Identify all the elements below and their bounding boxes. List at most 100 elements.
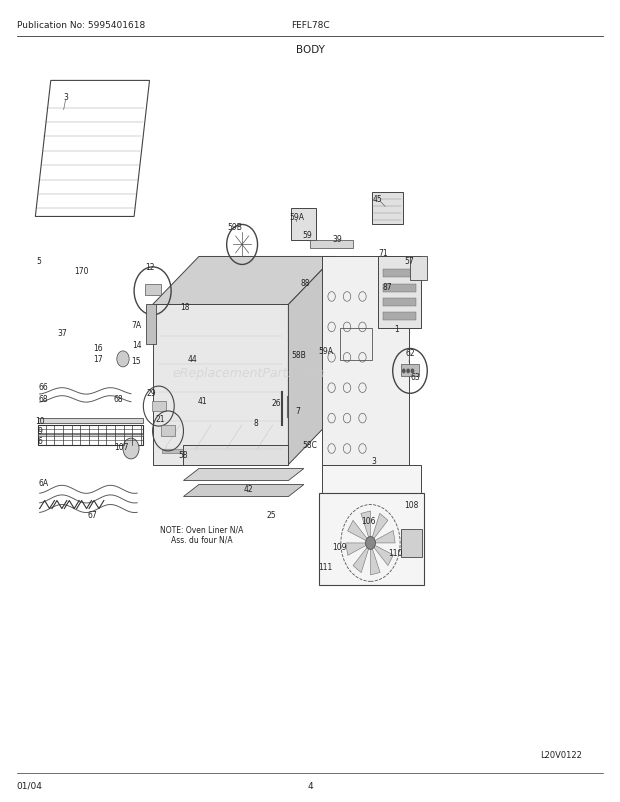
Text: 41: 41: [197, 396, 207, 406]
Text: 57: 57: [404, 257, 414, 265]
Polygon shape: [152, 401, 166, 411]
Polygon shape: [161, 426, 175, 436]
Polygon shape: [322, 257, 409, 465]
Text: 29: 29: [146, 388, 156, 398]
Text: 63: 63: [410, 372, 420, 382]
Polygon shape: [310, 241, 353, 249]
Text: 17: 17: [93, 355, 102, 364]
Text: 66: 66: [38, 382, 48, 391]
Text: 170: 170: [74, 267, 89, 276]
Text: 59: 59: [303, 230, 312, 239]
Text: 39: 39: [333, 234, 343, 243]
Text: 14: 14: [132, 341, 142, 350]
Polygon shape: [410, 257, 427, 282]
Polygon shape: [383, 313, 416, 321]
Polygon shape: [372, 193, 402, 225]
Text: 68: 68: [38, 395, 48, 404]
Circle shape: [366, 537, 376, 549]
Text: L20V0122: L20V0122: [539, 750, 582, 759]
Text: 45: 45: [373, 195, 383, 204]
Text: 58: 58: [179, 450, 188, 459]
Text: 5: 5: [36, 257, 41, 265]
Text: 88: 88: [300, 278, 310, 287]
Text: Publication No: 5995401618: Publication No: 5995401618: [17, 22, 145, 30]
Text: 58C: 58C: [303, 440, 317, 449]
Polygon shape: [361, 512, 371, 543]
Polygon shape: [38, 419, 143, 423]
Text: 10: 10: [35, 416, 45, 426]
Text: 4: 4: [307, 780, 313, 790]
Polygon shape: [322, 465, 421, 577]
Text: 87: 87: [383, 282, 392, 291]
Polygon shape: [38, 433, 143, 436]
Polygon shape: [291, 209, 316, 241]
Text: 26: 26: [272, 398, 281, 407]
Text: 7A: 7A: [131, 321, 141, 330]
Text: 25: 25: [267, 510, 277, 519]
Text: 67: 67: [88, 511, 97, 520]
Polygon shape: [184, 485, 304, 497]
Text: 3: 3: [64, 93, 69, 102]
Text: 15: 15: [131, 357, 141, 366]
Text: 62: 62: [405, 349, 415, 358]
Polygon shape: [346, 543, 371, 556]
Circle shape: [410, 369, 414, 374]
Circle shape: [117, 351, 129, 367]
Text: 108: 108: [405, 500, 419, 509]
Polygon shape: [383, 285, 416, 292]
Text: 6: 6: [37, 436, 42, 445]
Text: 12: 12: [145, 263, 154, 272]
Text: 18: 18: [180, 302, 190, 311]
Polygon shape: [401, 529, 422, 557]
Polygon shape: [383, 270, 416, 278]
Polygon shape: [378, 257, 421, 329]
Polygon shape: [153, 257, 335, 305]
Text: 1: 1: [394, 325, 399, 334]
Text: 59A: 59A: [318, 346, 333, 355]
Text: 59B: 59B: [228, 222, 242, 231]
Polygon shape: [371, 543, 393, 566]
Polygon shape: [401, 365, 418, 377]
Text: 3: 3: [372, 456, 376, 465]
Text: 21: 21: [156, 414, 166, 423]
Text: 6A: 6A: [38, 478, 48, 487]
Polygon shape: [144, 286, 161, 295]
Text: 71: 71: [378, 249, 388, 257]
Text: NOTE: Oven Liner N/A
Ass. du four N/A: NOTE: Oven Liner N/A Ass. du four N/A: [161, 525, 244, 545]
Polygon shape: [146, 305, 156, 345]
Polygon shape: [348, 520, 371, 543]
Polygon shape: [319, 493, 424, 585]
Text: 8: 8: [254, 418, 258, 427]
Polygon shape: [288, 257, 335, 465]
Text: 42: 42: [244, 484, 253, 493]
Text: 37: 37: [57, 329, 67, 338]
Text: FEFL78C: FEFL78C: [291, 22, 329, 30]
Text: eReplacementParts.com: eReplacementParts.com: [172, 367, 325, 379]
Text: 59A: 59A: [289, 213, 304, 221]
Text: 01/04: 01/04: [17, 780, 43, 790]
Circle shape: [123, 439, 139, 460]
Polygon shape: [162, 449, 282, 453]
Text: 68: 68: [114, 395, 123, 404]
Text: 111: 111: [318, 563, 332, 572]
Polygon shape: [184, 445, 288, 465]
Polygon shape: [153, 305, 288, 465]
Circle shape: [402, 369, 405, 374]
Polygon shape: [371, 513, 388, 543]
Text: 109: 109: [332, 542, 347, 551]
Text: 106: 106: [361, 516, 376, 525]
Text: BODY: BODY: [296, 46, 324, 55]
Text: 9: 9: [37, 426, 42, 435]
Text: 110: 110: [388, 549, 402, 557]
Polygon shape: [184, 469, 304, 481]
Text: 44: 44: [188, 355, 198, 364]
Text: 58B: 58B: [291, 350, 306, 359]
Polygon shape: [353, 543, 371, 573]
Text: 107: 107: [115, 442, 129, 451]
Text: 7: 7: [295, 406, 300, 415]
Polygon shape: [371, 531, 395, 543]
Polygon shape: [383, 298, 416, 306]
Polygon shape: [371, 543, 380, 575]
Circle shape: [406, 369, 410, 374]
Text: 16: 16: [93, 344, 102, 353]
